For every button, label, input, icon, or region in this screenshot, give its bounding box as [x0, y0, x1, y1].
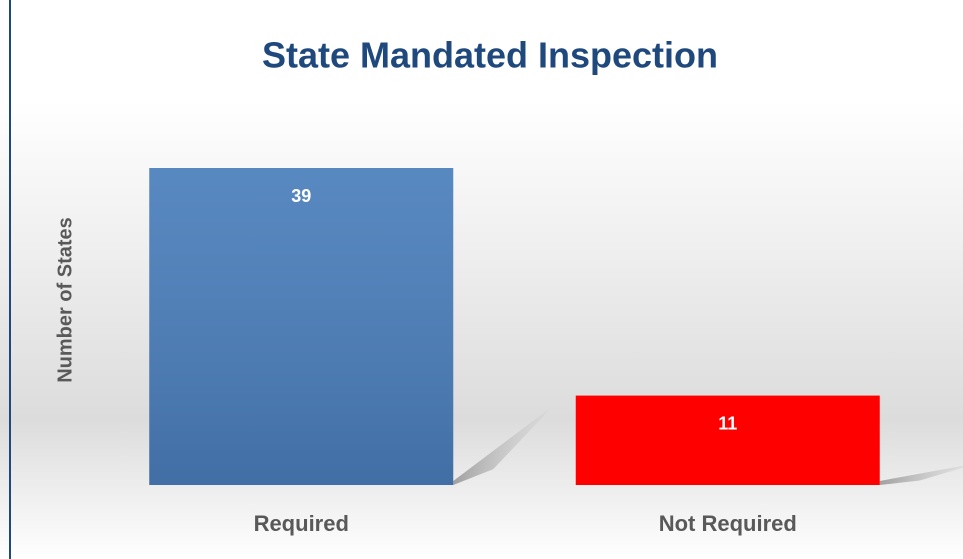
bar-shadow — [879, 465, 963, 485]
x-tick-label: Not Required — [659, 511, 797, 536]
chart-title: State Mandated Inspection — [262, 35, 718, 76]
bar-shadow — [453, 405, 554, 485]
data-label: 11 — [718, 413, 737, 433]
bar-sheen — [149, 168, 454, 485]
bar — [575, 395, 880, 485]
y-axis-label: Number of States — [54, 217, 76, 383]
x-tick-label: Required — [254, 511, 349, 536]
data-label: 39 — [291, 186, 311, 206]
